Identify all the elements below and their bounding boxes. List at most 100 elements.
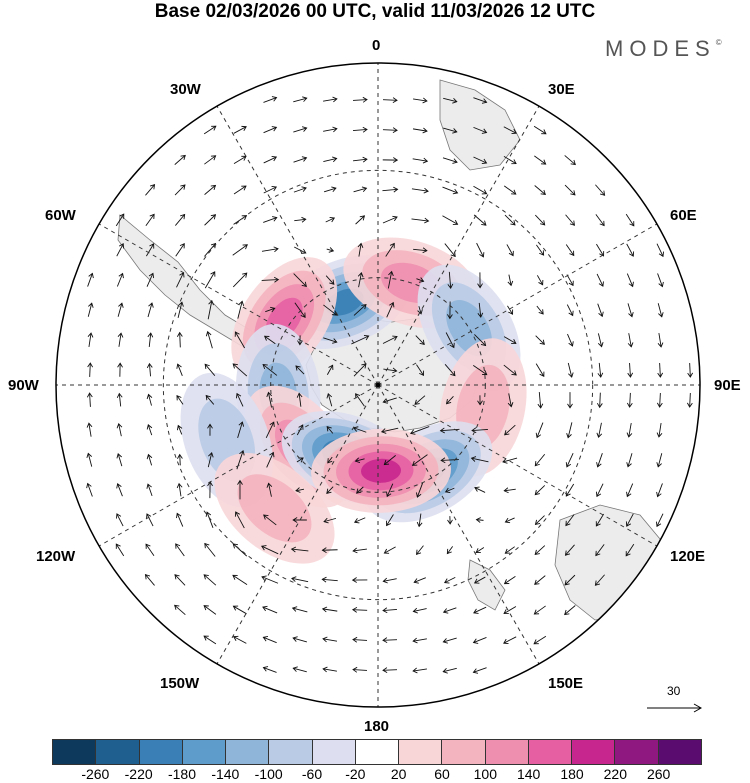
- wind-arrow: [262, 364, 278, 376]
- wind-arrow-head: [481, 220, 487, 226]
- wind-arrow: [444, 243, 456, 257]
- wind-arrow-head: [511, 189, 517, 195]
- wind-arrow: [204, 214, 216, 226]
- wind-arrow: [416, 364, 424, 376]
- wind-arrow-head: [470, 456, 477, 462]
- wind-arrow: [352, 669, 368, 671]
- wind-arrow: [325, 275, 335, 285]
- wind-arrow: [443, 607, 457, 613]
- wind-arrow-head: [291, 606, 298, 612]
- wind-arrow-head: [419, 370, 425, 377]
- wind-arrow: [352, 639, 368, 641]
- wind-arrow-head: [86, 452, 93, 459]
- logo-text: MODES: [605, 36, 716, 61]
- wind-arrow-head: [116, 483, 122, 489]
- wind-arrow-head: [568, 310, 574, 317]
- wind-arrow-head: [382, 637, 388, 644]
- wind-arrow: [322, 578, 338, 582]
- wind-arrow-head: [627, 342, 634, 348]
- graticule: [56, 63, 700, 707]
- wind-arrow-head: [599, 190, 606, 196]
- wind-arrow: [473, 636, 487, 644]
- wind-arrow: [534, 453, 546, 467]
- wind-arrow-head: [232, 605, 239, 611]
- wind-arrow: [536, 305, 544, 315]
- wind-arrow: [564, 574, 576, 586]
- wind-arrow-head: [204, 363, 210, 370]
- colorbar-swatch: [53, 740, 96, 764]
- wind-arrow: [564, 605, 576, 615]
- wind-arrow-head: [386, 491, 392, 498]
- colorbar-swatch: [527, 740, 572, 764]
- wind-arrow: [538, 392, 542, 408]
- wind-arrow: [411, 218, 429, 222]
- wind-arrow-head: [626, 462, 632, 468]
- wind-arrow-head: [296, 392, 303, 398]
- wind-arrow-head: [595, 550, 601, 557]
- wind-arrow: [117, 303, 123, 317]
- wind-arrow: [534, 575, 546, 585]
- wind-arrow-head: [383, 460, 390, 466]
- meridian-line: [98, 223, 379, 386]
- wind-arrow: [175, 214, 185, 226]
- wind-arrow: [534, 485, 546, 495]
- wind-arrow-head: [409, 429, 416, 435]
- wind-arrow-head: [564, 550, 571, 556]
- wind-arrow-head: [597, 372, 604, 378]
- wind-arrow: [474, 576, 486, 584]
- wind-arrow-head: [481, 189, 488, 195]
- wind-arrow: [323, 187, 337, 193]
- wind-arrow-head: [271, 186, 278, 192]
- wind-arrow-head: [481, 158, 488, 165]
- wind-arrow-head: [117, 332, 124, 338]
- wind-arrow: [293, 273, 307, 287]
- colorbar-tick-label: 220: [603, 766, 628, 782]
- wind-arrow: [322, 638, 338, 642]
- wind-arrow-head: [450, 370, 456, 377]
- lon-label-0: 0: [372, 37, 381, 54]
- wind-arrow-head: [174, 604, 180, 610]
- wind-arrow-head: [88, 272, 94, 279]
- wind-arrow-head: [389, 301, 395, 308]
- wind-arrow-head: [238, 421, 245, 427]
- wind-arrow: [353, 363, 367, 377]
- wind-arrow-head: [658, 281, 664, 288]
- wind-arrow-head: [443, 578, 450, 584]
- wind-arrow: [174, 155, 186, 165]
- wind-arrow: [263, 126, 277, 134]
- wind-arrow-head: [481, 128, 488, 134]
- wind-arrow-head: [657, 372, 664, 378]
- wind-arrow: [264, 335, 276, 345]
- wind-arrow: [296, 457, 304, 463]
- map-outline: [55, 62, 701, 708]
- wind-arrow-head: [290, 546, 297, 553]
- wind-arrow-head: [271, 156, 278, 162]
- wind-arrow: [626, 513, 634, 527]
- wind-arrow-head: [511, 339, 517, 345]
- wind-arrow-head: [352, 666, 358, 673]
- wind-arrow-head: [658, 251, 664, 258]
- wind-arrow: [327, 456, 333, 464]
- wind-arrow-head: [86, 482, 92, 489]
- wind-arrow: [323, 128, 337, 132]
- wind-arrow: [261, 248, 279, 252]
- wind-arrow-head: [442, 608, 449, 614]
- wind-arrow-head: [392, 367, 398, 374]
- wind-arrow: [533, 635, 547, 645]
- wind-arrow-head: [568, 280, 574, 287]
- wind-arrow-head: [598, 311, 604, 318]
- wind-arrow: [656, 243, 664, 257]
- wind-arrow-head: [149, 184, 156, 190]
- wind-arrow: [206, 512, 214, 528]
- wind-arrow-head: [570, 190, 576, 196]
- wind-arrow-head: [625, 551, 631, 557]
- wind-arrow-head: [386, 520, 392, 527]
- colorbar-tick-label: 180: [560, 766, 584, 782]
- wind-arrow-head: [413, 578, 419, 584]
- wind-arrow-head: [567, 403, 573, 409]
- colorbar-tick-label: 260: [646, 766, 671, 782]
- wind-arrow-head: [332, 96, 338, 103]
- wind-arrow: [441, 459, 459, 461]
- wind-arrow: [204, 155, 216, 165]
